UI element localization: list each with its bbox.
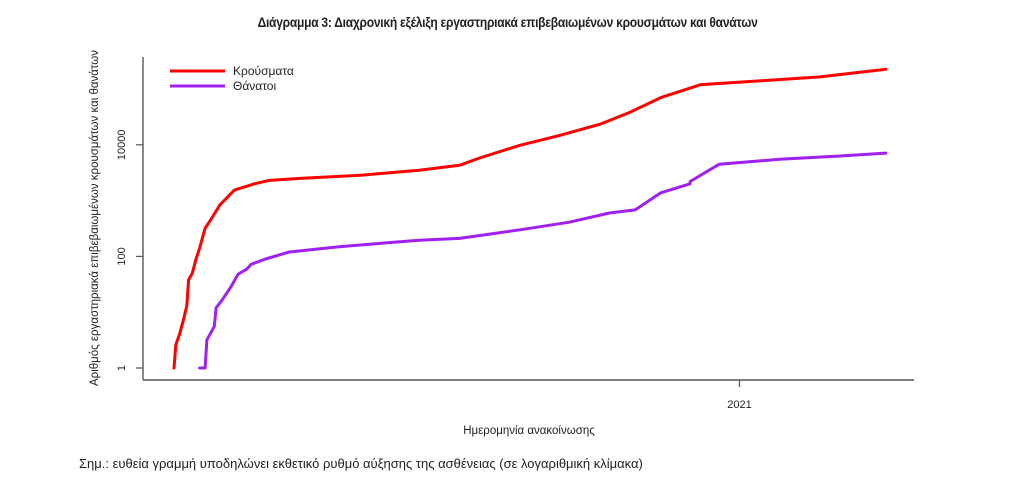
chart-title: Διάγραμμα 3: Διαχρονική εξέλιξη εργαστηρ…	[257, 14, 758, 30]
y-ticks: 1 100 10000	[116, 130, 143, 371]
x-axis-label: Ημερομηνία ανακοίνωσης	[463, 425, 595, 437]
legend-label-deaths: Θάνατοι	[233, 79, 276, 93]
y-tick-label: 100	[116, 247, 128, 265]
y-tick-label: 1	[116, 365, 128, 371]
legend-label-cases: Κρούσματα	[233, 64, 294, 78]
y-tick-label: 10000	[116, 130, 128, 161]
x-ticks: 2021	[727, 380, 752, 411]
axes	[142, 57, 914, 381]
x-tick-label: 2021	[727, 399, 751, 411]
series-layer	[172, 67, 888, 370]
series-line-cases	[172, 67, 888, 370]
series-line-deaths	[198, 151, 888, 370]
legend: Κρούσματα Θάνατοι	[170, 64, 294, 93]
chart-note: Σημ.: ευθεία γραμμή υποδηλώνει εκθετικό …	[79, 456, 643, 471]
y-axis-label: Αριθμός εργαστηριακά επιβεβαιωμένων κρου…	[89, 50, 101, 386]
